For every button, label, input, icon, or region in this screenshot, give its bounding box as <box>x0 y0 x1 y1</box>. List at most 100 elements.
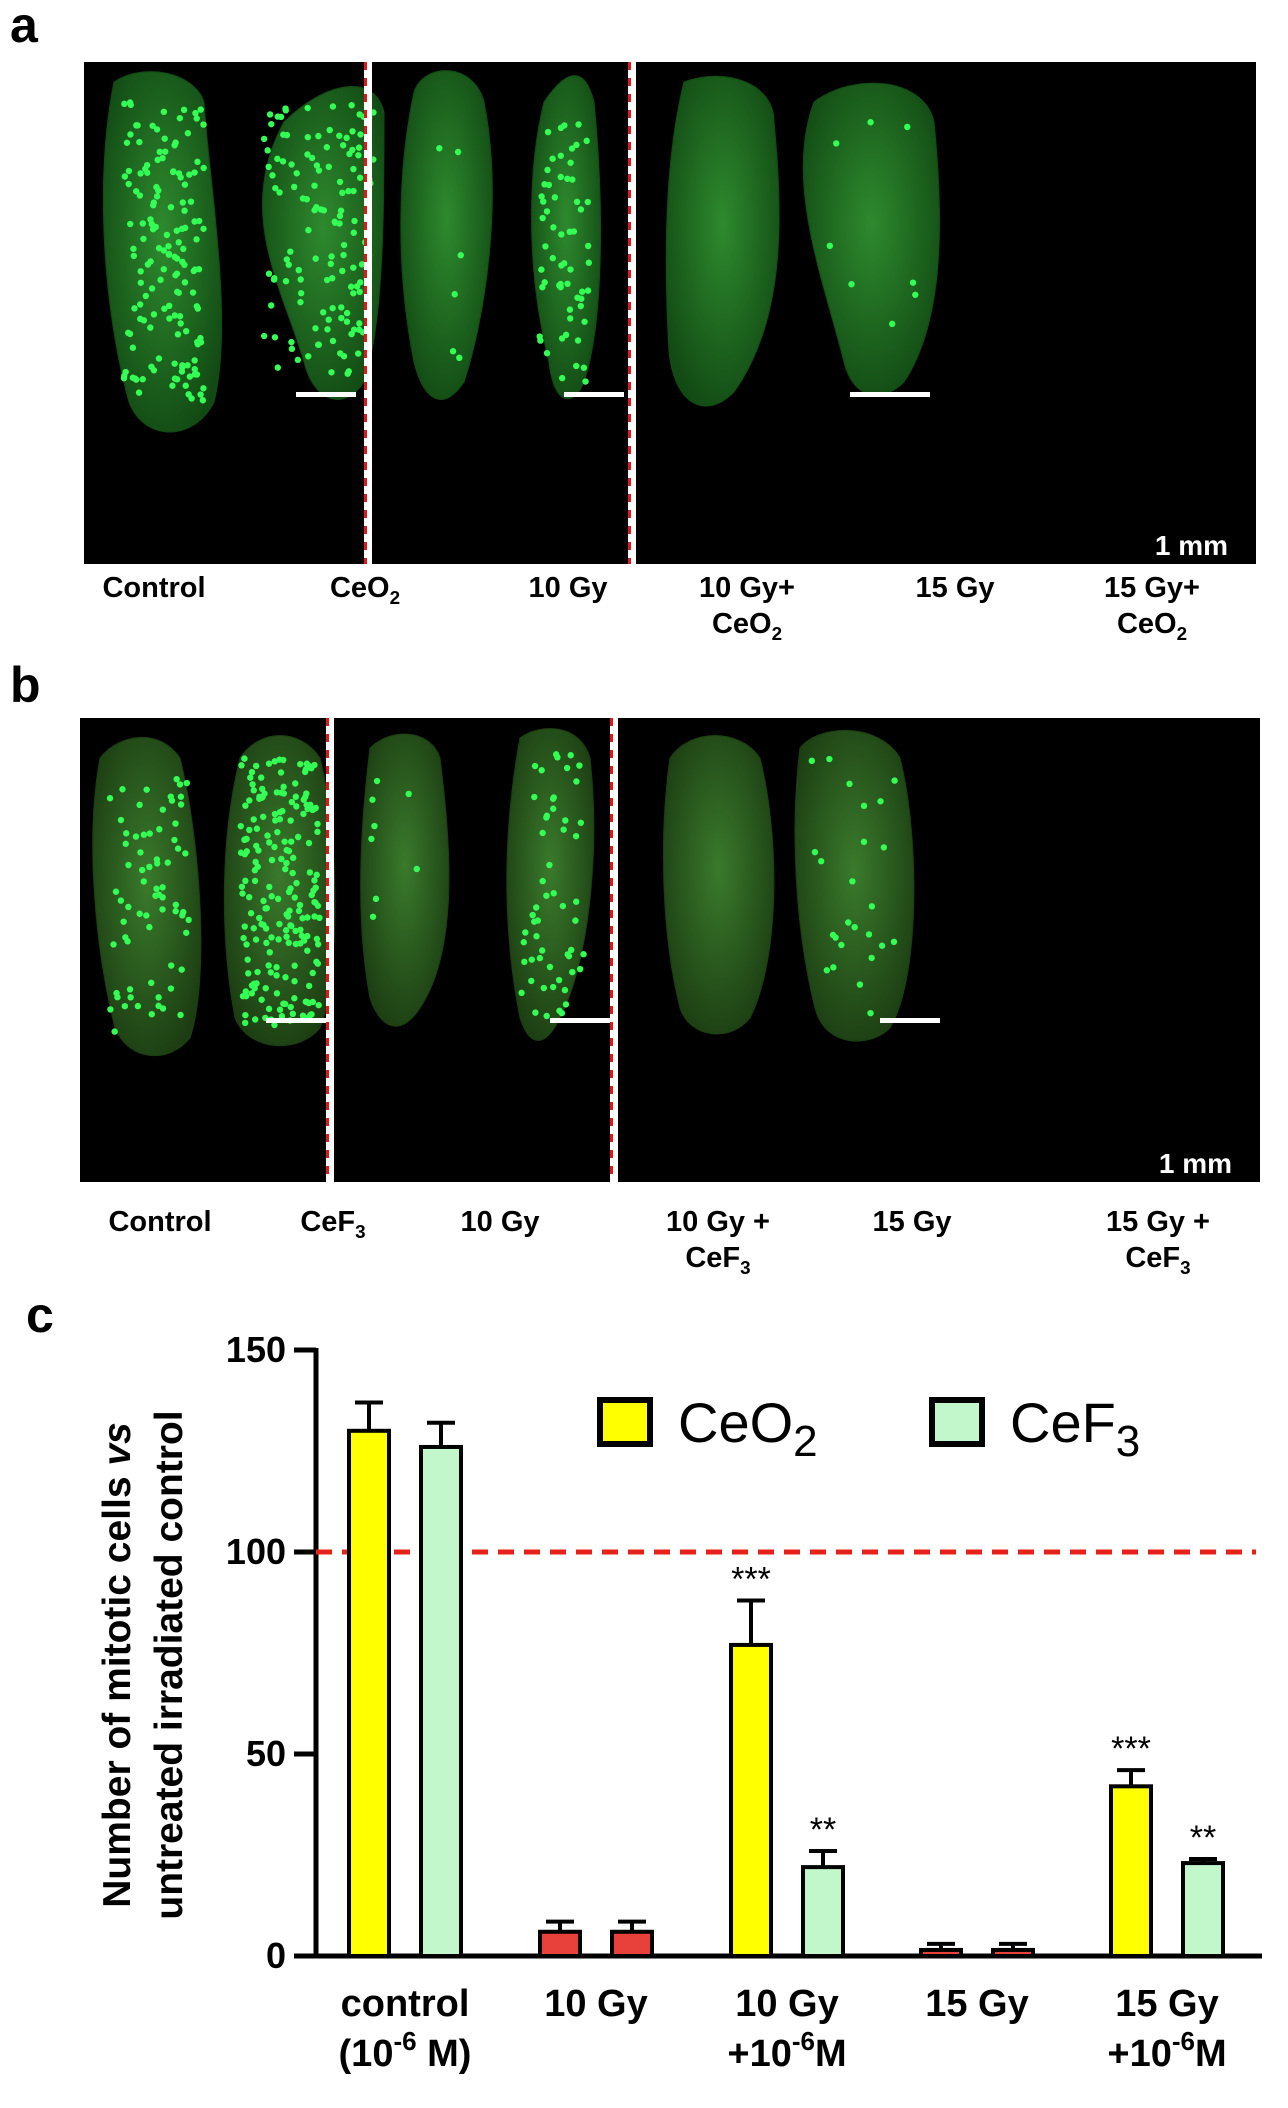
mitotic-cell-dot <box>191 357 198 364</box>
mitotic-cell-dot <box>456 354 463 362</box>
mitotic-cell-dot <box>308 1011 315 1018</box>
mitotic-cell-dot <box>289 1010 297 1018</box>
mitotic-cell-dot <box>194 158 201 166</box>
mitotic-cell-dot <box>134 122 141 129</box>
mitotic-cell-dot <box>241 923 248 930</box>
mitotic-cell-dot <box>174 845 182 852</box>
mitotic-cell-dot <box>326 126 333 134</box>
mitotic-cell-dot <box>191 218 198 225</box>
mitotic-cell-dot <box>292 927 299 935</box>
mitotic-cell-dot <box>312 804 319 812</box>
mitotic-cell-dot <box>136 138 143 146</box>
mitotic-cell-dot <box>245 893 253 901</box>
mitotic-cell-dot <box>251 981 258 988</box>
mitotic-cell-dot <box>532 1009 539 1016</box>
mitotic-cell-dot <box>180 245 187 253</box>
mitotic-cell-dot <box>558 231 565 238</box>
mitotic-cell-dot <box>297 298 304 306</box>
mitotic-cell-dot <box>311 761 318 769</box>
mitotic-cell-dot <box>193 303 201 310</box>
mitotic-cell-dot <box>562 817 569 824</box>
mitotic-cell-dot <box>283 933 290 940</box>
mitotic-cell-dot <box>172 901 180 909</box>
mitotic-cell-dot <box>297 290 305 297</box>
panel-a-label-1: CeO2 <box>275 570 455 609</box>
mitotic-cell-dot <box>165 242 172 250</box>
significance-label: *** <box>1111 1730 1151 1768</box>
mitotic-cell-dot <box>181 261 188 269</box>
mitotic-cell-dot <box>161 135 168 142</box>
label-line: CeO2 <box>1116 608 1188 645</box>
mitotic-cell-dot <box>308 154 316 162</box>
mitotic-cell-dot <box>265 163 272 171</box>
mitotic-cell-dot <box>264 832 271 839</box>
mitotic-cell-dot <box>146 863 153 871</box>
mitotic-cell-dot <box>280 783 287 791</box>
mitotic-cell-dot <box>279 158 287 165</box>
scale-bar <box>266 1018 326 1023</box>
mitotic-cell-dot <box>280 756 287 764</box>
mitotic-cell-dot <box>287 248 294 255</box>
mitotic-cell-dot <box>578 288 586 295</box>
mitotic-cell-dot <box>276 808 284 816</box>
mitotic-cell-dot <box>567 159 574 166</box>
mitotic-cell-dot <box>339 267 346 275</box>
mitotic-cell-dot <box>300 810 307 818</box>
mitotic-cell-dot <box>192 109 199 117</box>
mitotic-cell-dot <box>171 836 178 844</box>
mitotic-cell-dot <box>155 355 163 362</box>
mitotic-cell-dot <box>568 145 576 152</box>
mitotic-cell-dot <box>538 767 545 774</box>
mitotic-cell-dot <box>567 266 574 273</box>
mitotic-cell-dot <box>287 922 294 929</box>
mitotic-cell-dot <box>133 188 140 195</box>
mitotic-cell-dot <box>572 917 579 924</box>
label-line: 10 Gy <box>528 572 608 604</box>
mitotic-cell-dot <box>557 152 564 159</box>
mitotic-cell-dot <box>292 940 300 948</box>
mitotic-cell-dot <box>193 236 200 243</box>
mitotic-cell-dot <box>324 326 331 333</box>
mitotic-cell-dot <box>266 883 273 891</box>
mitotic-cell-dot <box>868 903 876 910</box>
mitotic-cell-dot <box>865 931 873 938</box>
panel-a-label-3: 10 Gy+ CeO2 <box>657 570 837 646</box>
mitotic-cell-dot <box>833 140 840 147</box>
mitotic-cell-dot <box>181 279 189 286</box>
mitotic-cell-dot <box>314 828 321 836</box>
significance-label: ** <box>1190 1819 1216 1857</box>
mitotic-cell-dot <box>304 104 311 112</box>
mitotic-cell-dot <box>350 229 357 236</box>
mitotic-cell-dot <box>191 365 198 373</box>
mitotic-cell-dot <box>240 934 247 942</box>
mitotic-cell-dot <box>567 752 574 759</box>
mitotic-cell-dot <box>343 318 351 325</box>
mitotic-cell-dot <box>564 280 571 288</box>
mitotic-cell-dot <box>189 289 197 296</box>
mitotic-cell-dot <box>351 217 358 225</box>
mitotic-cell-dot <box>247 774 254 781</box>
mitotic-cell-dot <box>127 220 134 228</box>
mitotic-cell-dot <box>238 762 245 769</box>
mitotic-cell-dot <box>454 148 462 156</box>
mitotic-cell-dot <box>282 974 289 981</box>
mitotic-cell-dot <box>540 198 547 205</box>
mitotic-cell-dot <box>890 938 898 946</box>
mitotic-cell-dot <box>577 206 585 213</box>
label-line: 15 Gy+ <box>1104 572 1200 604</box>
mitotic-cell-dot <box>552 751 560 758</box>
mitotic-cell-dot <box>140 878 147 885</box>
mitotic-cell-dot <box>127 994 134 1001</box>
mitotic-cell-dot <box>242 1011 249 1019</box>
mitotic-cell-dot <box>538 193 545 200</box>
mitotic-cell-dot <box>268 120 275 128</box>
x-category-label-line1: control <box>341 1983 470 2025</box>
mitotic-cell-dot <box>267 969 274 976</box>
mitotic-cell-dot <box>137 268 144 275</box>
mitotic-cell-dot <box>245 970 252 977</box>
mitotic-cell-dot <box>179 199 186 206</box>
label-line: 10 Gy <box>460 1206 540 1238</box>
mitotic-cell-dot <box>567 315 574 322</box>
mitotic-cell-dot <box>136 301 144 308</box>
mitotic-cell-dot <box>551 194 559 201</box>
